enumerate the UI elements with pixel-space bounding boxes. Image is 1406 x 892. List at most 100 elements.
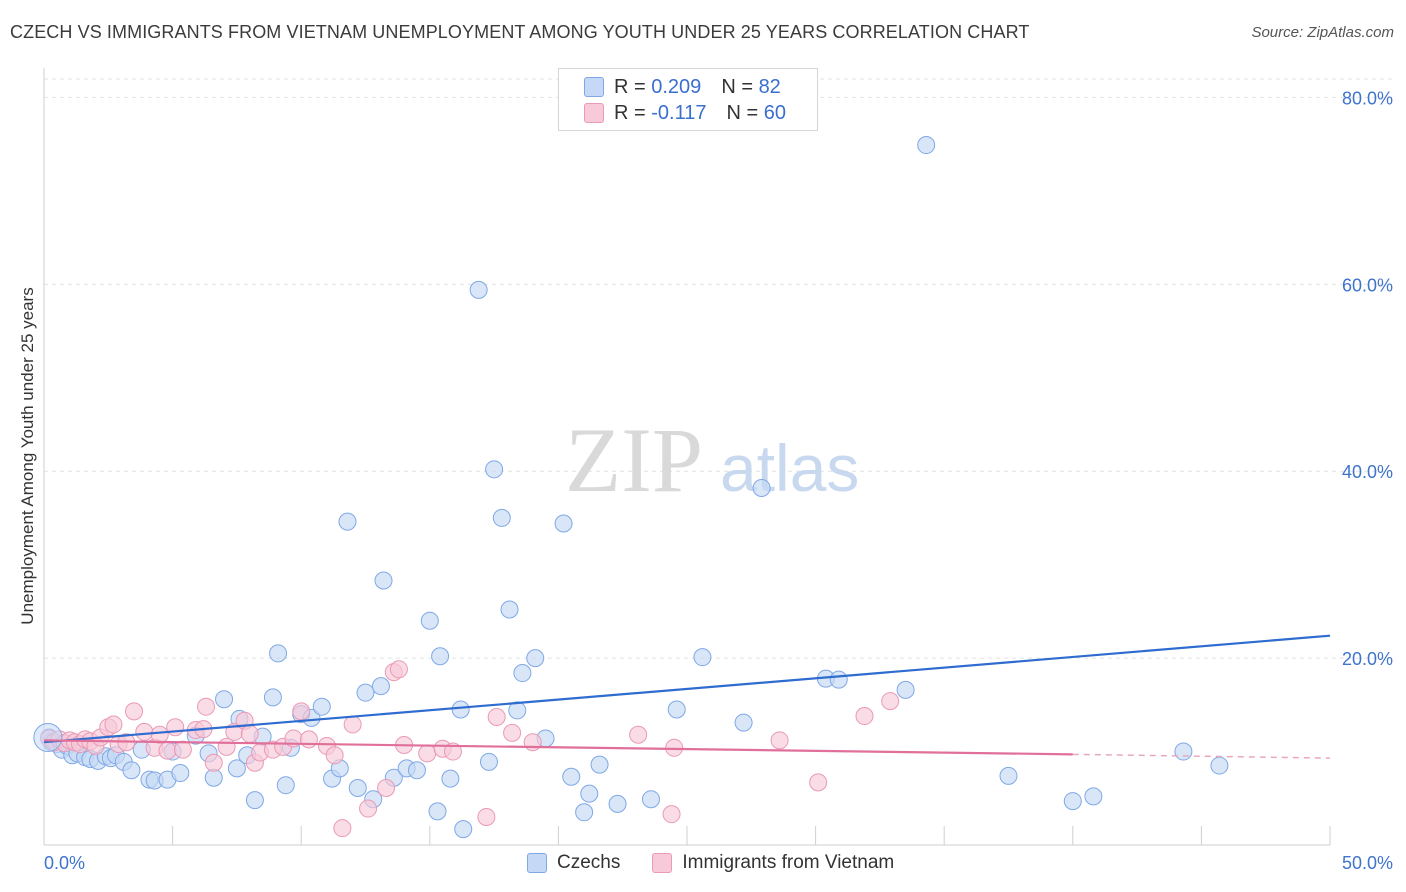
czechs-point bbox=[580, 784, 599, 803]
czechs-point bbox=[896, 680, 915, 699]
legend-row-czechs: R = 0.209 N = 82 bbox=[584, 75, 781, 99]
n-value: 60 bbox=[763, 101, 786, 124]
watermark: ZIP atlas bbox=[565, 409, 859, 511]
tick-labels: 20.0% 40.0% 60.0% 80.0% 0.0% 50.0% bbox=[44, 88, 1393, 873]
vietnam-point bbox=[333, 819, 352, 838]
vietnam-point bbox=[443, 742, 462, 761]
legend-label-vietnam: Immigrants from Vietnam bbox=[682, 852, 895, 873]
vietnam-point bbox=[503, 723, 522, 742]
czechs-point bbox=[485, 460, 504, 479]
vietnam-point bbox=[292, 702, 311, 721]
czechs-point bbox=[454, 820, 473, 839]
r-label: R = bbox=[614, 75, 646, 98]
czechs-point bbox=[1084, 787, 1103, 806]
y-tick-label: 60.0% bbox=[1342, 275, 1393, 295]
vietnam-point bbox=[809, 773, 828, 792]
x-tick-label: 0.0% bbox=[44, 853, 85, 873]
legend-label-czechs: Czechs bbox=[557, 852, 621, 873]
czechs-point bbox=[641, 790, 660, 809]
vietnam-point bbox=[150, 725, 169, 744]
czechs-point bbox=[227, 759, 246, 778]
vietnam-legend-icon bbox=[652, 853, 673, 873]
vietnam-point bbox=[325, 746, 344, 765]
czechs-point bbox=[469, 280, 488, 299]
legend-item-vietnam: Immigrants from Vietnam bbox=[652, 852, 894, 874]
n-label: N = bbox=[726, 101, 759, 124]
czechs-point bbox=[734, 713, 753, 732]
vietnam-point bbox=[389, 660, 408, 679]
vietnam-point bbox=[855, 707, 874, 726]
czechs-legend-icon bbox=[527, 853, 547, 873]
vietnam-point bbox=[629, 725, 648, 744]
czechs-point bbox=[590, 755, 609, 774]
vietnam-point bbox=[662, 805, 681, 824]
vietnam-point bbox=[343, 715, 362, 734]
vietnam-point bbox=[881, 692, 900, 711]
czechs-point bbox=[479, 752, 498, 771]
czechs-point bbox=[752, 479, 771, 498]
vietnam-point bbox=[240, 724, 259, 743]
czechs-point bbox=[667, 700, 686, 719]
y-tick-label: 20.0% bbox=[1342, 649, 1393, 669]
czechs-point bbox=[917, 136, 936, 155]
czechs-point bbox=[575, 803, 594, 822]
czechs-point bbox=[441, 769, 460, 788]
czechs-point bbox=[245, 791, 264, 810]
czechs-point bbox=[215, 690, 234, 709]
axes bbox=[43, 68, 1331, 846]
watermark-atlas: atlas bbox=[720, 431, 859, 505]
vietnam-point bbox=[477, 807, 496, 826]
series-legend: Czechs Immigrants from Vietnam bbox=[527, 852, 926, 874]
r-label: R = bbox=[614, 101, 646, 124]
czechs-point bbox=[1063, 792, 1082, 811]
czechs-point bbox=[204, 768, 223, 787]
czechs-point bbox=[263, 688, 282, 707]
czechs-point bbox=[356, 683, 375, 702]
czechs-point bbox=[492, 508, 511, 527]
vietnam-point bbox=[359, 799, 378, 818]
vietnam-trend-line bbox=[43, 739, 1073, 756]
czechs-point bbox=[269, 644, 288, 663]
vietnam-point bbox=[125, 702, 144, 721]
czechs-point bbox=[122, 761, 141, 780]
n-value: 82 bbox=[758, 75, 781, 98]
vietnam-point bbox=[377, 778, 396, 797]
czechs-point bbox=[513, 664, 532, 683]
czechs-point bbox=[999, 766, 1018, 785]
czechs-point bbox=[554, 514, 573, 533]
czechs-point bbox=[428, 802, 447, 821]
czechs-point bbox=[33, 723, 63, 753]
vietnam-point bbox=[418, 744, 437, 763]
grid-lines bbox=[44, 78, 1392, 659]
n-label: N = bbox=[721, 75, 753, 98]
y-axis-title: Unemployment Among Youth under 25 years bbox=[18, 287, 37, 625]
czechs-point bbox=[371, 677, 390, 696]
czechs-point bbox=[171, 764, 190, 783]
vietnam-point bbox=[487, 707, 506, 726]
czechs-trend-line bbox=[43, 634, 1331, 744]
y-tick-label: 80.0% bbox=[1342, 88, 1393, 108]
czechs-point bbox=[374, 571, 393, 590]
stats-legend: R = 0.209 N = 82 R = -0.117 N = 60 bbox=[558, 68, 818, 131]
czechs-point bbox=[1210, 756, 1229, 775]
czechs-point bbox=[693, 648, 712, 667]
vietnam-trend-extension bbox=[1072, 753, 1331, 759]
watermark-zip: ZIP bbox=[565, 409, 703, 511]
vietnam-point bbox=[770, 731, 789, 750]
czechs-point bbox=[526, 649, 545, 668]
y-tick-label: 40.0% bbox=[1342, 462, 1393, 482]
vietnam-swatch-icon bbox=[584, 103, 604, 123]
czechs-point bbox=[407, 761, 426, 780]
czechs-point bbox=[562, 767, 581, 786]
legend-item-czechs: Czechs bbox=[527, 852, 620, 874]
vietnam-point bbox=[158, 741, 177, 760]
r-value: 0.209 bbox=[651, 75, 702, 98]
czechs-point bbox=[431, 647, 450, 666]
r-value: -0.117 bbox=[651, 101, 707, 124]
vietnam-point bbox=[204, 753, 223, 772]
vietnam-point bbox=[217, 737, 236, 756]
czechs-point bbox=[1174, 742, 1193, 761]
czechs-point bbox=[348, 778, 367, 797]
czechs-point bbox=[276, 776, 295, 795]
